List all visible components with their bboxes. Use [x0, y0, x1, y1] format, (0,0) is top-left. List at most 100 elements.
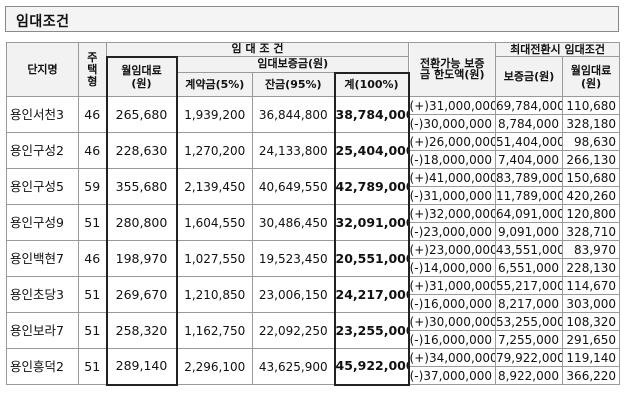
table-row: 용인보라7 51 258,320 1,162,750 22,092,250 23,255,… [6, 312, 621, 349]
monthly-rent: 355,680 [105, 168, 178, 205]
balance-deposit: 22,092,250 [252, 312, 335, 349]
convertible-increase: (+)26,000,000 [408, 132, 497, 151]
complex-name: 용인흥덕2 [6, 348, 79, 385]
convertible-decrease: (-)14,000,000 [408, 258, 497, 277]
max-deposit-decrease: 8,217,000 [495, 294, 564, 313]
monthly-rent: 198,970 [105, 240, 178, 277]
header-monthly-rent: 월임대료(원) [105, 55, 178, 97]
convertible-increase: (+)23,000,000 [408, 240, 497, 259]
total-deposit: 20,551,000 [333, 240, 410, 277]
max-rent-increase: 98,630 [562, 132, 621, 151]
contract-deposit: 1,162,750 [176, 312, 253, 349]
max-rent-decrease: 266,130 [562, 150, 621, 169]
complex-name: 용인초당3 [6, 276, 79, 313]
table-row-sub: (-)14,000,000 6,551,000 228,130 [7, 258, 621, 277]
total-deposit: 24,217,000 [333, 276, 410, 313]
monthly-rent: 269,670 [105, 276, 178, 313]
monthly-rent: 289,140 [105, 348, 178, 386]
table-row-sub: (-)23,000,000 9,091,000 328,710 [7, 222, 621, 241]
max-rent-increase: 110,680 [562, 96, 621, 115]
header-max-rent: 월임대료(원) [562, 56, 621, 97]
table-row: 용인백현7 46 198,970 1,027,550 19,523,450 20,551,… [6, 240, 621, 277]
header-convertible: 전환가능 보증금 한도액(원) [408, 42, 497, 97]
max-deposit-decrease: 9,091,000 [495, 222, 564, 241]
max-deposit-increase: 69,784,000 [495, 96, 564, 115]
total-deposit: 32,091,000 [333, 204, 410, 241]
contract-deposit: 1,027,550 [176, 240, 253, 277]
contract-deposit: 1,939,200 [176, 96, 253, 133]
max-deposit-decrease: 11,789,000 [495, 186, 564, 205]
balance-deposit: 24,133,800 [252, 132, 335, 169]
max-rent-decrease: 366,220 [562, 366, 621, 385]
convertible-increase: (+)30,000,000 [408, 312, 497, 331]
max-deposit-decrease: 8,784,000 [495, 114, 564, 133]
max-deposit-increase: 83,789,000 [495, 168, 564, 187]
complex-name: 용인구성5 [6, 168, 79, 205]
monthly-rent: 228,630 [105, 132, 178, 169]
contract-deposit: 2,296,100 [176, 348, 253, 385]
max-rent-decrease: 291,650 [562, 330, 621, 349]
header-convertible-label: 전환가능 보증금 한도액(원) [420, 57, 485, 81]
header-balance: 잔금(95%) [252, 72, 335, 97]
convertible-increase: (+)41,000,000 [408, 168, 497, 187]
convertible-increase: (+)31,000,000 [408, 96, 497, 115]
convertible-increase: (+)31,000,000 [408, 276, 497, 295]
contract-deposit: 2,139,450 [176, 168, 253, 205]
header-deposit: 임대보증금(원) [175, 56, 410, 73]
max-rent-decrease: 328,710 [562, 222, 621, 241]
housing-type: 51 [78, 312, 107, 349]
max-rent-decrease: 420,260 [562, 186, 621, 205]
header-type-label: 주택형 [87, 50, 98, 88]
header-max-deposit: 보증금(원) [495, 56, 564, 97]
max-deposit-decrease: 8,922,000 [495, 366, 564, 385]
header-complex: 단지명 [6, 42, 79, 97]
housing-type: 51 [78, 276, 107, 313]
table-row: 용인구성5 59 355,680 2,139,450 40,649,550 42,789,… [6, 168, 621, 205]
convertible-decrease: (-)16,000,000 [408, 330, 497, 349]
convertible-increase: (+)32,000,000 [408, 204, 497, 223]
housing-type: 46 [78, 240, 107, 277]
max-rent-decrease: 303,000 [562, 294, 621, 313]
header-type: 주택형 [78, 42, 107, 97]
max-rent-increase: 119,140 [562, 348, 621, 367]
balance-deposit: 23,006,150 [252, 276, 335, 313]
header-max-conversion: 최대전환시 임대조건 [495, 42, 621, 57]
convertible-increase: (+)34,000,000 [408, 348, 497, 367]
housing-type: 46 [78, 96, 107, 133]
lease-terms-table: 단지명 주택형 임 대 조 건 전환가능 보증금 한도액(원) 최대전환시 임대… [6, 42, 621, 386]
section-title: 임대조건 [16, 14, 70, 30]
table-row: 용인구성9 51 280,800 1,604,550 30,486,450 32,091,… [6, 204, 621, 241]
header-contract: 계약금(5%) [176, 72, 253, 97]
housing-type: 59 [78, 168, 107, 205]
max-deposit-decrease: 6,551,000 [495, 258, 564, 277]
section-title-bar: 임대조건 [5, 6, 619, 32]
table-row-sub: (-)18,000,000 7,404,000 266,130 [7, 150, 621, 169]
complex-name: 용인백현7 [6, 240, 79, 277]
table-row: 용인서천3 46 265,680 1,939,200 36,844,800 38,784,… [6, 96, 621, 133]
balance-deposit: 30,486,450 [252, 204, 335, 241]
max-rent-increase: 108,320 [562, 312, 621, 331]
max-rent-decrease: 328,180 [562, 114, 621, 133]
max-rent-increase: 83,970 [562, 240, 621, 259]
total-deposit: 45,922,000 [333, 348, 410, 386]
housing-type: 51 [78, 204, 107, 241]
convertible-decrease: (-)31,000,000 [408, 186, 497, 205]
contract-deposit: 1,270,200 [176, 132, 253, 169]
table-row: 용인초당3 51 269,670 1,210,850 23,006,150 24,217,… [6, 276, 621, 313]
complex-name: 용인구성9 [6, 204, 79, 241]
header-monthly-rent-label: 월임대료(원) [121, 63, 162, 90]
max-deposit-increase: 55,217,000 [495, 276, 564, 295]
table-row-sub: (-)16,000,000 8,217,000 303,000 [7, 294, 621, 313]
max-deposit-increase: 53,255,000 [495, 312, 564, 331]
max-deposit-increase: 43,551,000 [495, 240, 564, 259]
monthly-rent: 258,320 [105, 312, 178, 349]
convertible-decrease: (-)16,000,000 [408, 294, 497, 313]
convertible-decrease: (-)18,000,000 [408, 150, 497, 169]
contract-deposit: 1,604,550 [176, 204, 253, 241]
table-row-sub: (-)37,000,000 8,922,000 366,220 [7, 366, 621, 385]
max-rent-decrease: 228,130 [562, 258, 621, 277]
balance-deposit: 40,649,550 [252, 168, 335, 205]
max-rent-increase: 150,680 [562, 168, 621, 187]
balance-deposit: 19,523,450 [252, 240, 335, 277]
header-lease-terms: 임 대 조 건 [105, 42, 410, 57]
